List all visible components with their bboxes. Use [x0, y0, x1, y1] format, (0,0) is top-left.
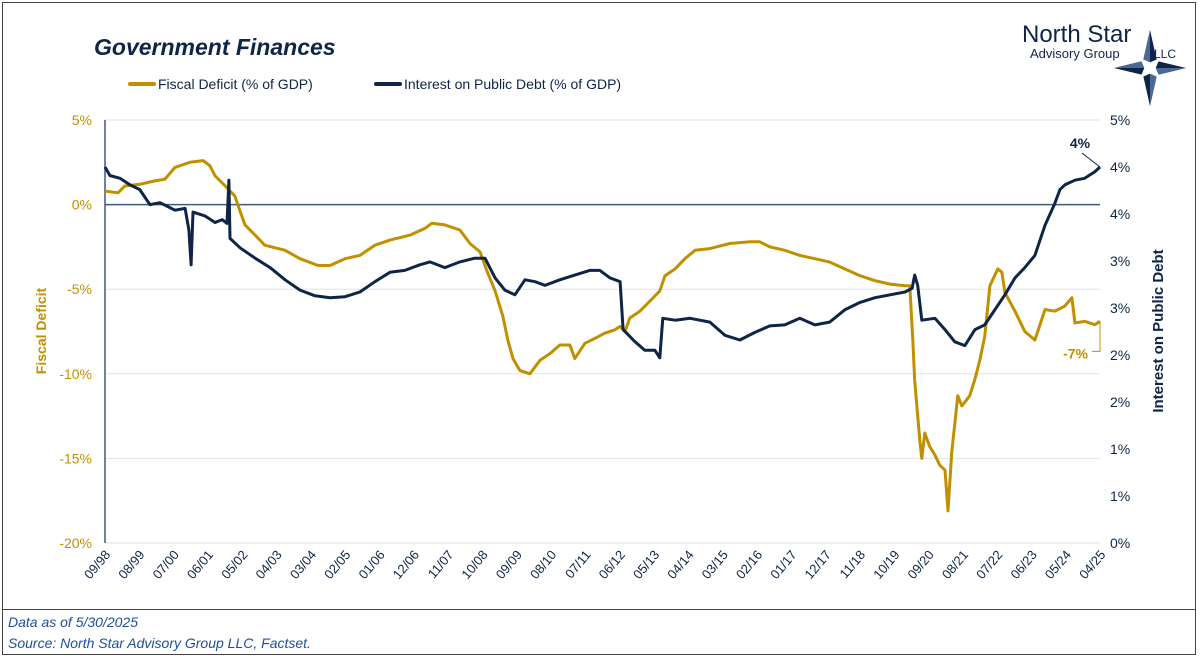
- y-tick-right: 2%: [1110, 347, 1130, 363]
- x-tick-label: 06/23: [1007, 547, 1039, 582]
- x-tick-label: 04/14: [664, 547, 696, 582]
- compass-star-icon: [1114, 30, 1186, 106]
- x-tick-label: 11/18: [836, 547, 868, 581]
- x-tick-label: 07/22: [973, 547, 1005, 582]
- legend-item-interest: Interest on Public Debt (% of GDP): [374, 76, 621, 92]
- x-tick-label: 09/20: [904, 547, 936, 582]
- y-tick-right: 1%: [1110, 488, 1130, 504]
- x-tick-label: 07/00: [150, 547, 182, 582]
- logo-text-line3: LLC: [1154, 47, 1176, 61]
- y-tick-left: -10%: [59, 366, 92, 382]
- y-axis-label-left: Fiscal Deficit: [33, 287, 49, 374]
- legend-item-deficit: Fiscal Deficit (% of GDP): [128, 76, 313, 92]
- x-tick-label: 02/16: [733, 547, 765, 582]
- x-tick-label: 04/25: [1076, 547, 1108, 582]
- y-tick-left: 0%: [72, 197, 92, 213]
- series-line-deficit: [104, 159, 1101, 513]
- y-tick-right: 1%: [1110, 441, 1130, 457]
- x-tick-label: 01/06: [355, 547, 387, 582]
- x-tick-label: 08/21: [939, 547, 971, 582]
- x-tick-label: 08/10: [527, 547, 559, 582]
- y-tick-right: 4%: [1110, 206, 1130, 222]
- y-tick-right: 5%: [1110, 112, 1130, 128]
- footer: Data as of 5/30/2025 Source: North Star …: [2, 609, 1196, 656]
- logo-text-line1: North Star: [1022, 21, 1131, 48]
- y-tick-left: -5%: [67, 281, 92, 297]
- y-tick-left: -20%: [59, 535, 92, 551]
- x-tick-label: 09/09: [493, 547, 525, 582]
- x-tick-label: 01/17: [767, 547, 799, 582]
- x-tick-label: 11/07: [425, 547, 457, 581]
- x-tick-label: 04/03: [252, 547, 284, 582]
- y-tick-right: 2%: [1110, 394, 1130, 410]
- x-tick-label: 02/05: [321, 547, 353, 582]
- x-tick-label: 06/01: [184, 547, 216, 582]
- y-tick-right: 3%: [1110, 253, 1130, 269]
- company-logo: North Star Advisory Group LLC: [1022, 21, 1186, 106]
- y-tick-right: 0%: [1110, 535, 1130, 551]
- y-tick-right: 4%: [1110, 159, 1130, 175]
- chart-title: Government Finances: [94, 34, 336, 60]
- series-line-interest: [103, 165, 1102, 360]
- x-tick-label: 09/98: [81, 547, 113, 582]
- y-axis-label-right: Interest on Public Debt: [1150, 249, 1167, 412]
- x-tick-label: 03/15: [699, 547, 731, 582]
- x-tick-label: 06/12: [596, 547, 628, 582]
- footer-source: Source: North Star Advisory Group LLC, F…: [8, 635, 311, 651]
- x-tick-label: 12/17: [801, 547, 833, 582]
- x-tick-label: 05/24: [1042, 547, 1074, 582]
- legend-label-interest: Interest on Public Debt (% of GDP): [404, 76, 622, 92]
- annotation-interest: 4%: [1070, 135, 1091, 151]
- annotation-deficit: -7%: [1063, 345, 1088, 361]
- x-tick-label: 10/08: [458, 547, 490, 582]
- legend-label-deficit: Fiscal Deficit (% of GDP): [158, 76, 313, 92]
- y-tick-right: 3%: [1110, 300, 1130, 316]
- logo-text-line2: Advisory Group: [1030, 46, 1120, 61]
- annotation-leader-deficit: [1092, 321, 1101, 352]
- x-tick-label: 10/19: [870, 547, 902, 582]
- x-tick-label: 07/11: [562, 547, 594, 581]
- y-tick-left: -15%: [59, 450, 92, 466]
- footer-asof: Data as of 5/30/2025: [8, 614, 138, 630]
- x-tick-label: 12/06: [390, 547, 422, 582]
- x-tick-label: 08/99: [115, 547, 147, 582]
- legend-swatch-interest: [374, 82, 402, 86]
- annotation-leader-interest: [1081, 152, 1101, 168]
- x-tick-label: 05/02: [218, 547, 250, 582]
- x-tick-label: 03/04: [287, 547, 319, 582]
- y-tick-left: 5%: [72, 112, 92, 128]
- x-tick-label: 05/13: [630, 547, 662, 582]
- legend-swatch-deficit: [128, 82, 156, 86]
